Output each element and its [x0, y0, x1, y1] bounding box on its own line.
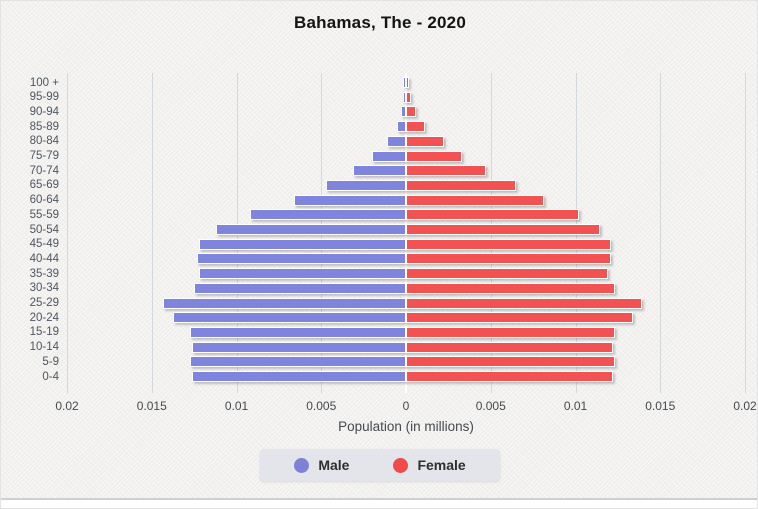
- y-axis-tick-label: 75-79: [29, 150, 59, 162]
- female-bar[interactable]: [406, 91, 411, 103]
- legend-item-female[interactable]: Female: [393, 457, 466, 473]
- male-bar[interactable]: [192, 341, 406, 353]
- gridline: [660, 73, 662, 393]
- female-bar[interactable]: [406, 106, 416, 118]
- y-axis-tick-label: 70-74: [29, 164, 59, 177]
- female-bar[interactable]: [406, 224, 600, 235]
- y-axis-tick-label: 0-4: [42, 370, 59, 383]
- gridline: [745, 73, 746, 393]
- female-bar[interactable]: [406, 341, 613, 353]
- female-bar[interactable]: [406, 297, 642, 309]
- x-axis-tick-label: 0.015: [136, 399, 167, 413]
- x-axis-tick-label: 0.005: [306, 399, 337, 413]
- legend: Male Female: [1, 449, 757, 481]
- y-axis-tick-label: 55-59: [29, 208, 59, 221]
- female-bar[interactable]: [406, 326, 615, 338]
- x-axis-ticks: 0.02 0.015 0.01 0.005 0 0.005 0.01 0.015 0.02: [55, 399, 756, 415]
- y-axis-tick-label: 65-69: [29, 179, 59, 192]
- x-axis-tick-label: 0.01: [563, 399, 588, 413]
- y-axis-tick-label: 5-9: [42, 355, 59, 368]
- female-bar[interactable]: [406, 135, 444, 147]
- x-axis-tick-label: 0: [402, 399, 410, 413]
- male-bar[interactable]: [353, 165, 406, 177]
- y-axis-tick-label: 90-94: [29, 105, 59, 118]
- x-axis-tick-label: 0.02: [733, 399, 757, 413]
- male-bar[interactable]: [194, 282, 406, 294]
- male-bar[interactable]: [199, 238, 406, 250]
- female-bar[interactable]: [406, 282, 615, 294]
- male-bar[interactable]: [372, 150, 406, 162]
- male-bar[interactable]: [216, 224, 406, 235]
- male-bar[interactable]: [173, 312, 406, 324]
- male-bar[interactable]: [403, 77, 406, 88]
- y-axis-tick-label: 15-19: [29, 326, 59, 339]
- y-axis-tick-label: 85-89: [29, 120, 59, 133]
- female-bar[interactable]: [406, 77, 409, 88]
- gridline: [67, 73, 68, 393]
- y-axis-tick-label: 95-99: [29, 91, 59, 104]
- x-axis-tick-label: 0.015: [645, 399, 676, 413]
- y-axis-tick-label: 60-64: [29, 194, 59, 207]
- male-bar[interactable]: [397, 121, 406, 133]
- female-bar[interactable]: [406, 194, 544, 206]
- male-bar[interactable]: [190, 356, 406, 368]
- female-bar[interactable]: [406, 238, 611, 250]
- legend-box: Male Female: [260, 449, 500, 481]
- male-bar[interactable]: [403, 91, 406, 103]
- female-bar[interactable]: [406, 165, 486, 177]
- female-bar[interactable]: [406, 312, 633, 324]
- legend-item-male[interactable]: Male: [294, 457, 349, 473]
- female-bar[interactable]: [406, 121, 425, 133]
- y-axis-tick-label: 20-24: [29, 311, 59, 324]
- x-axis-tick-label: 0.02: [55, 399, 79, 413]
- female-bar[interactable]: [406, 150, 462, 162]
- male-legend-label: Male: [318, 457, 350, 473]
- y-axis-tick-label: 100 +: [29, 76, 59, 89]
- x-axis-title: Population (in millions): [338, 419, 474, 434]
- x-axis-tick-label: 0.01: [224, 399, 249, 413]
- y-axis-tick-label: 30-34: [29, 282, 59, 295]
- y-axis-tick-label: 25-29: [29, 297, 59, 309]
- female-bar[interactable]: [406, 356, 615, 368]
- y-axis-labels: 100 + 95-99 90-94 85-89 80-84 75-79 70-74 65-69…: [1, 73, 59, 393]
- male-bar[interactable]: [401, 106, 406, 118]
- male-bar[interactable]: [326, 179, 406, 191]
- chart-title: Bahamas, The - 2020: [294, 13, 466, 32]
- male-bar[interactable]: [197, 253, 406, 265]
- y-axis-tick-label: 40-44: [29, 252, 59, 265]
- male-bar[interactable]: [294, 194, 406, 206]
- female-bar[interactable]: [406, 253, 611, 265]
- y-axis-tick-label: 35-39: [29, 267, 59, 280]
- female-bar[interactable]: [406, 268, 608, 280]
- male-bar[interactable]: [190, 326, 406, 338]
- female-bar[interactable]: [406, 179, 516, 191]
- chart-canvas: Bahamas, The - 2020 100 + 95-99 90-94 85-89…: [1, 1, 757, 500]
- female-legend-label: Female: [417, 457, 466, 473]
- female-bar[interactable]: [406, 371, 613, 382]
- male-bar[interactable]: [192, 371, 406, 382]
- male-legend-marker-icon: [294, 457, 310, 473]
- male-bar[interactable]: [163, 297, 406, 309]
- female-legend-marker-icon: [393, 457, 409, 473]
- gridline: [151, 73, 153, 393]
- male-bar[interactable]: [199, 268, 406, 280]
- y-axis-tick-label: 80-84: [29, 135, 59, 148]
- x-axis-tick-label: 0.005: [475, 399, 506, 413]
- female-bar[interactable]: [406, 209, 579, 221]
- male-bar[interactable]: [250, 209, 406, 221]
- plot-area: [67, 73, 746, 393]
- male-bar[interactable]: [387, 135, 406, 147]
- y-axis-tick-label: 45-49: [29, 238, 59, 251]
- y-axis-tick-label: 50-54: [29, 223, 59, 236]
- y-axis-tick-label: 10-14: [29, 341, 59, 354]
